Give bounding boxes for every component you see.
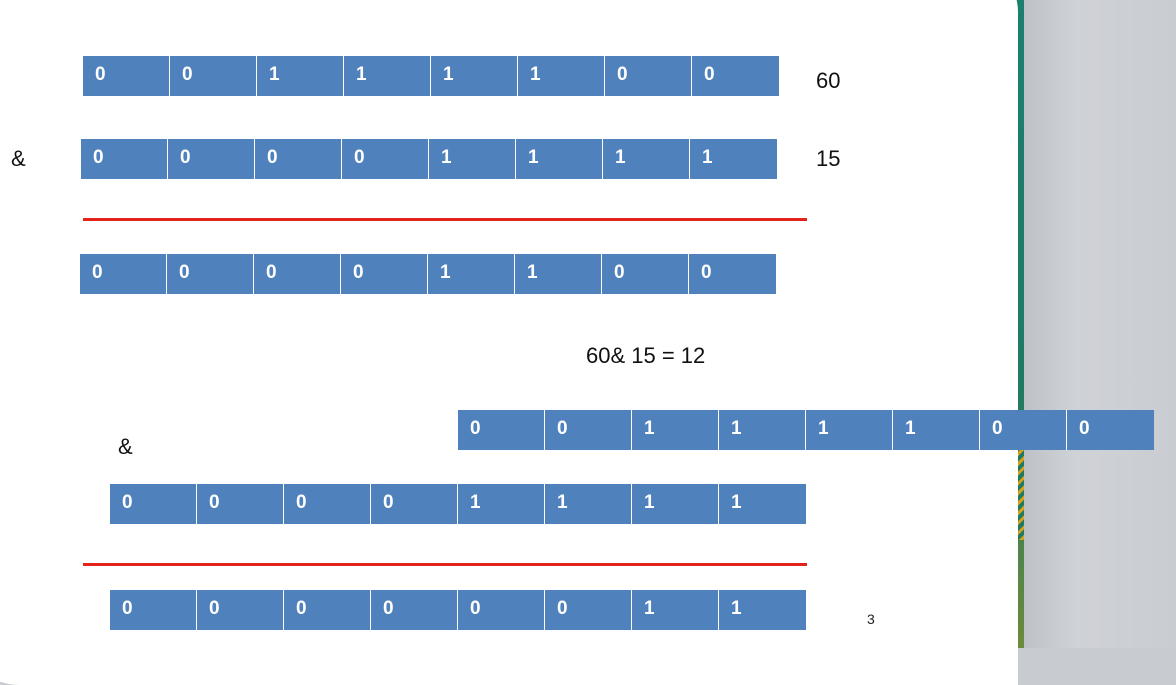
bit-cell: 1 [719, 410, 806, 450]
bit-cell: 1 [690, 139, 777, 179]
bit-row-top-operand-b: 0 0 0 0 1 1 1 1 [81, 139, 777, 179]
bit-row-top-operand-a: 0 0 1 1 1 1 0 0 [83, 56, 779, 96]
bit-cell: 0 [1067, 410, 1154, 450]
bit-cell: 1 [344, 56, 431, 96]
bit-cell: 0 [284, 484, 371, 524]
bit-cell: 1 [893, 410, 980, 450]
bit-cell: 0 [197, 590, 284, 630]
bit-cell: 1 [429, 139, 516, 179]
bit-cell: 0 [605, 56, 692, 96]
bit-cell: 1 [806, 410, 893, 450]
bit-cell: 1 [545, 484, 632, 524]
bit-cell: 1 [257, 56, 344, 96]
bit-cell: 0 [371, 590, 458, 630]
bit-row-bottom-result: 0 0 0 0 0 0 1 1 [110, 590, 806, 630]
bit-cell: 0 [255, 139, 342, 179]
bit-cell: 0 [602, 254, 689, 294]
bit-cell: 1 [428, 254, 515, 294]
bit-row-bottom-operand-b: 0 0 0 0 1 1 1 1 [110, 484, 806, 524]
bit-cell: 0 [689, 254, 776, 294]
bit-cell: 0 [545, 590, 632, 630]
bit-cell: 0 [81, 139, 168, 179]
equation-text: 60& 15 = 12 [586, 343, 706, 368]
bit-cell: 0 [341, 254, 428, 294]
separator-line-bottom [83, 563, 807, 566]
bit-cell: 1 [719, 590, 806, 630]
bit-cell: 1 [431, 56, 518, 96]
and-operator-symbol: & [11, 146, 26, 171]
bit-cell: 0 [980, 410, 1067, 450]
right-gray-panel [1010, 0, 1176, 648]
bit-row-bottom-operand-a: 0 0 1 1 1 1 0 0 [458, 410, 1154, 450]
bit-cell: 0 [110, 484, 197, 524]
bit-cell: 1 [518, 56, 605, 96]
bit-cell: 0 [254, 254, 341, 294]
operand-b-decimal-label: 15 [816, 146, 841, 171]
slide [0, 0, 1018, 685]
bit-cell: 0 [83, 56, 170, 96]
bit-cell: 1 [632, 410, 719, 450]
bit-cell: 1 [516, 139, 603, 179]
operand-a-decimal-label: 60 [816, 68, 841, 93]
bit-cell: 0 [545, 410, 632, 450]
bit-cell: 1 [458, 484, 545, 524]
bit-cell: 0 [168, 139, 255, 179]
bit-cell: 0 [167, 254, 254, 294]
bit-cell: 0 [80, 254, 167, 294]
bit-cell: 0 [197, 484, 284, 524]
bit-cell: 0 [110, 590, 197, 630]
bit-cell: 0 [692, 56, 779, 96]
bit-cell: 1 [603, 139, 690, 179]
bit-cell: 0 [371, 484, 458, 524]
bit-cell: 1 [632, 590, 719, 630]
bit-cell: 0 [342, 139, 429, 179]
bit-row-top-result: 0 0 0 0 1 1 0 0 [80, 254, 776, 294]
bit-cell: 0 [458, 590, 545, 630]
bit-cell: 1 [719, 484, 806, 524]
and-operator-symbol: & [118, 434, 133, 459]
separator-line-top [83, 218, 807, 221]
bit-cell: 0 [170, 56, 257, 96]
bit-cell: 0 [458, 410, 545, 450]
slide-page-number: 3 [867, 611, 875, 627]
bit-cell: 1 [515, 254, 602, 294]
bit-cell: 0 [284, 590, 371, 630]
bit-cell: 1 [632, 484, 719, 524]
